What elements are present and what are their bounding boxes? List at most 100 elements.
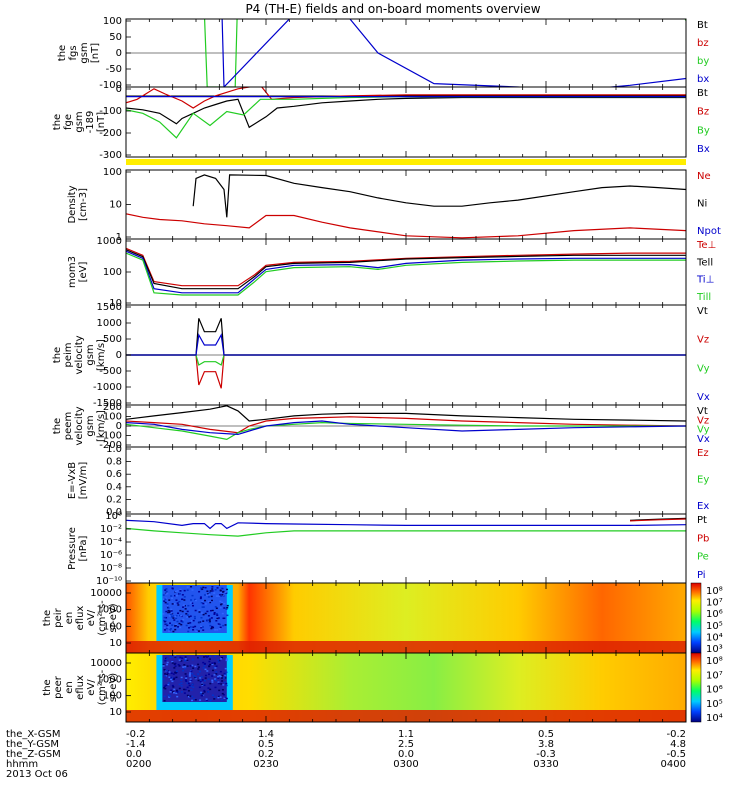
y-axis-label: eflux xyxy=(75,675,86,700)
series-line xyxy=(126,335,686,355)
heatmap-speckle xyxy=(164,675,166,677)
y-tick-label: 100 xyxy=(103,167,122,178)
y-tick-label: 100 xyxy=(103,267,122,278)
heatmap-speckle xyxy=(221,588,223,590)
heatmap-speckle xyxy=(183,689,185,691)
heatmap-speckle xyxy=(162,613,164,615)
heatmap-speckle xyxy=(189,695,191,697)
heatmap-speckle xyxy=(177,602,179,604)
series-line xyxy=(126,528,686,536)
heatmap-speckle xyxy=(195,600,197,602)
series-line xyxy=(126,97,686,138)
heatmap-speckle xyxy=(192,687,194,689)
heatmap-speckle xyxy=(163,600,165,602)
heatmap-speckle xyxy=(172,685,174,687)
heatmap-speckle xyxy=(186,625,188,627)
heatmap-speckle xyxy=(164,598,166,600)
heatmap-speckle xyxy=(169,612,171,614)
heatmap-speckle xyxy=(193,620,195,622)
heatmap-speckle xyxy=(194,618,196,620)
y-axis-label: en xyxy=(64,681,75,694)
heatmap-speckle xyxy=(204,594,206,596)
heatmap-speckle xyxy=(197,668,199,670)
heatmap-speckle xyxy=(167,603,169,605)
series-line xyxy=(126,251,686,293)
heatmap-speckle xyxy=(174,656,176,658)
heatmap-speckle xyxy=(220,676,222,678)
heatmap-speckle xyxy=(166,605,168,607)
heatmap-speckle xyxy=(169,610,171,612)
heatmap-speckle xyxy=(222,684,224,686)
heatmap-speckle xyxy=(189,672,191,674)
y-axis-label: Pressure xyxy=(67,527,78,570)
series-line xyxy=(126,248,686,285)
heatmap-speckle xyxy=(188,683,190,685)
heatmap-speckle xyxy=(222,693,224,695)
heatmap-speckle xyxy=(215,671,217,673)
y-tick-label: 10⁻⁴ xyxy=(100,537,122,548)
heatmap-speckle xyxy=(202,693,204,695)
heatmap-speckle xyxy=(212,670,214,672)
heatmap-speckle xyxy=(225,672,227,674)
heatmap-speckle xyxy=(172,603,174,605)
heatmap-speckle xyxy=(211,600,213,602)
colorbar-tick-label: 10⁶ xyxy=(706,685,723,696)
heatmap-speckle xyxy=(176,595,178,597)
y-tick-label: -100 xyxy=(99,106,122,117)
panel-3: Density [cm-3]NeNiNpot100101 xyxy=(67,167,721,243)
x-tick-value: 0300 xyxy=(393,759,418,770)
heatmap-speckle xyxy=(170,628,172,630)
heatmap-speckle xyxy=(205,677,207,679)
x-row-label: 2013 Oct 06 xyxy=(6,769,68,780)
x-tick-value: 0230 xyxy=(253,759,278,770)
heatmap-speckle xyxy=(211,680,213,682)
heatmap-speckle xyxy=(164,673,166,675)
heatmap-speckle xyxy=(192,605,194,607)
heatmap-speckle xyxy=(175,591,177,593)
heatmap-speckle xyxy=(168,599,170,601)
heatmap-speckle xyxy=(226,658,228,660)
heatmap-speckle xyxy=(209,592,211,594)
heatmap-speckle xyxy=(221,603,223,605)
heatmap-speckle xyxy=(172,615,174,617)
heatmap-speckle xyxy=(192,626,194,628)
heatmap-speckle xyxy=(217,677,219,679)
heatmap-speckle xyxy=(192,659,194,661)
heatmap-speckle xyxy=(224,592,226,594)
heatmap-speckle xyxy=(169,622,171,624)
legend-entry: Ni xyxy=(697,199,707,210)
heatmap-speckle xyxy=(219,601,221,603)
heatmap-speckle xyxy=(178,623,180,625)
colorbar-tick-label: 10⁴ xyxy=(706,713,723,724)
heatmap-speckle xyxy=(205,603,207,605)
heatmap-speckle xyxy=(197,673,199,675)
heatmap-speckle xyxy=(187,687,189,689)
heatmap-speckle xyxy=(182,611,184,613)
y-axis-label: peim xyxy=(63,342,74,367)
heatmap-speckle xyxy=(162,678,164,680)
series-line xyxy=(126,98,686,128)
heatmap-speckle xyxy=(177,626,179,628)
heatmap-speckle xyxy=(220,696,222,698)
heatmap-speckle xyxy=(198,591,200,593)
heatmap-speckle xyxy=(176,671,178,673)
heatmap-speckle xyxy=(187,605,189,607)
y-axis-label: the xyxy=(57,45,68,61)
heatmap-speckle xyxy=(200,693,202,695)
heatmap-speckle xyxy=(218,623,220,625)
heatmap-speckle xyxy=(180,615,182,617)
heatmap-speckle xyxy=(173,678,175,680)
heatmap-speckle xyxy=(216,613,218,615)
heatmap-speckle xyxy=(179,627,181,629)
y-axis-label: [nT] xyxy=(90,43,101,63)
y-tick-label: 1000 xyxy=(97,236,122,247)
heatmap-speckle xyxy=(214,612,216,614)
heatmap-speckle xyxy=(184,660,186,662)
heatmap-speckle xyxy=(191,620,193,622)
heatmap-speckle xyxy=(189,685,191,687)
heatmap-speckle xyxy=(197,664,199,666)
series-line xyxy=(126,421,686,434)
heatmap-speckle xyxy=(168,676,170,678)
heatmap-speckle xyxy=(195,676,197,678)
heatmap-speckle xyxy=(215,589,217,591)
